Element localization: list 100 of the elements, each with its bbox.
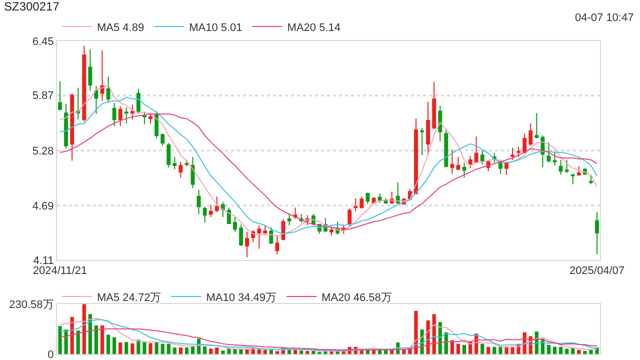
bar <box>312 350 316 354</box>
candlestick <box>257 224 262 250</box>
bar <box>130 343 134 354</box>
candlestick <box>516 146 521 158</box>
candlestick <box>106 76 110 104</box>
candlestick <box>528 122 533 146</box>
candlestick <box>450 149 454 174</box>
text: 04-07 10:47 <box>575 12 634 24</box>
bar <box>546 344 551 354</box>
candlestick <box>76 87 80 120</box>
candlestick <box>558 159 563 176</box>
candlestick <box>588 174 593 185</box>
bar <box>136 340 140 354</box>
candlestick <box>208 204 213 218</box>
candlestick <box>172 156 177 170</box>
candlestick <box>396 182 400 204</box>
line-series <box>60 114 598 230</box>
bar <box>498 346 502 354</box>
candlestick <box>595 212 599 255</box>
candlestick <box>522 133 527 154</box>
bar <box>94 325 98 354</box>
candlestick <box>456 156 460 171</box>
bar <box>82 304 86 354</box>
bar <box>294 350 298 354</box>
bar <box>558 346 563 354</box>
candlestick <box>480 150 484 166</box>
bar <box>160 344 164 354</box>
legend-label: MA20 46.58万 <box>322 292 392 304</box>
candlestick <box>366 192 370 204</box>
bar <box>257 349 261 354</box>
candlestick <box>88 48 92 92</box>
candlestick <box>94 85 98 114</box>
legend-label: MA20 5.14 <box>287 22 340 34</box>
candlestick <box>226 207 231 224</box>
candlestick <box>420 128 424 156</box>
candlestick <box>184 159 189 167</box>
x-tick-label: 2025/04/07 <box>569 265 625 278</box>
candlestick <box>269 226 274 245</box>
candlestick <box>534 112 539 139</box>
candlestick <box>124 106 128 124</box>
candlestick <box>293 207 298 220</box>
candlestick <box>100 50 104 102</box>
candlestick <box>378 193 382 204</box>
bar <box>456 344 460 354</box>
candlestick <box>468 156 472 169</box>
bar <box>172 347 176 354</box>
y-tick-label: 5.87 <box>32 90 54 102</box>
candlestick <box>239 224 243 246</box>
bar <box>263 350 267 354</box>
bar <box>215 347 219 354</box>
bar <box>480 344 484 354</box>
bar <box>124 342 128 354</box>
y-tick-label: 4.11 <box>33 254 54 267</box>
candlestick <box>112 102 116 127</box>
x-tick-label: 2024/11/21 <box>32 265 88 278</box>
bar <box>462 344 466 354</box>
bar <box>552 346 557 354</box>
bar <box>492 346 496 354</box>
bar <box>106 334 110 354</box>
y-tick-label: 230.58万 <box>9 298 54 311</box>
bar <box>178 347 182 354</box>
candlestick <box>576 166 581 176</box>
candlestick <box>154 110 159 139</box>
bar <box>239 349 243 354</box>
bar <box>58 326 62 354</box>
bar <box>166 344 170 354</box>
chart-title: SZ300217 <box>4 0 60 14</box>
bar <box>577 350 581 354</box>
bar <box>112 337 116 354</box>
candlestick <box>220 201 225 218</box>
legend-label: MA10 34.49万 <box>206 292 277 304</box>
candlestick <box>275 235 280 255</box>
candlestick <box>438 105 442 142</box>
legend-label: MA5 4.89 <box>97 22 144 34</box>
bar <box>118 342 122 354</box>
y-tick-label: 4.69 <box>32 200 54 213</box>
candlestick <box>58 80 62 111</box>
candlestick <box>160 133 165 146</box>
candlestick <box>414 118 418 195</box>
bar <box>148 343 152 354</box>
candlestick <box>166 142 171 168</box>
candlestick <box>504 162 508 176</box>
bar <box>275 351 280 354</box>
bar <box>76 330 80 354</box>
y-tick-label: 6.45 <box>32 36 54 48</box>
candlestick <box>552 150 557 166</box>
candlestick <box>148 114 152 124</box>
candlestick <box>64 103 68 150</box>
candlestick <box>360 196 364 210</box>
candlestick <box>202 206 207 224</box>
bar <box>221 350 225 354</box>
candlestick <box>474 136 478 164</box>
candlestick <box>263 224 268 234</box>
candlestick <box>348 208 352 228</box>
y-tick-label: 0 <box>48 348 54 360</box>
y-tick-label: 5.28 <box>32 145 54 158</box>
candlestick <box>118 106 122 127</box>
bar <box>287 350 292 354</box>
candlestick <box>564 159 569 174</box>
candlestick <box>82 45 86 122</box>
